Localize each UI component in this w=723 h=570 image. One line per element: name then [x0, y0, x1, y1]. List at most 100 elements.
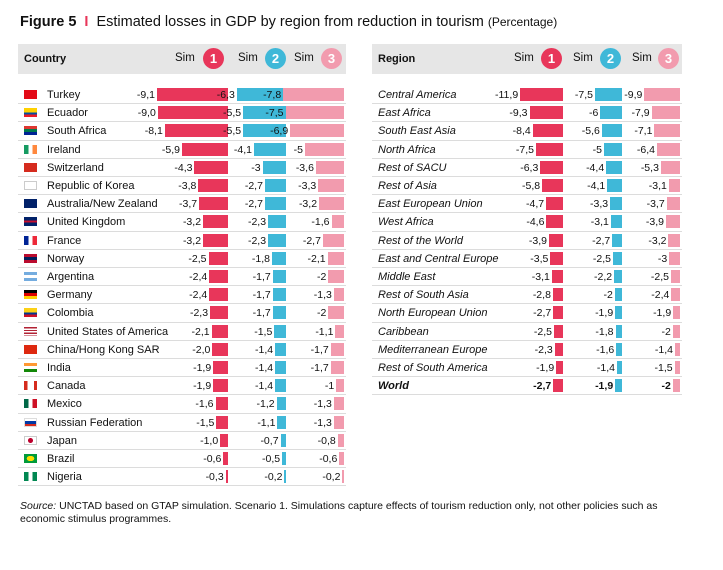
- region-row-sim2-bar: [610, 215, 622, 229]
- country-row-name: China/Hong Kong SAR: [47, 343, 160, 356]
- country-row-row-divider: [18, 212, 346, 214]
- country-row-sim1-value: -9,0: [137, 107, 156, 120]
- country-row-sim1-bar: [198, 179, 228, 192]
- country-row-name: Japan: [47, 434, 77, 447]
- country-row-sim3-value: -0,6: [319, 453, 338, 465]
- title-separator: I: [84, 14, 89, 30]
- country-row-sim1-value: -1,5: [196, 416, 215, 429]
- country-row-sim1-value: -8,1: [144, 125, 163, 138]
- country-row-sim3-value: -1,1: [315, 325, 334, 338]
- left-sim2-badge: 2: [265, 48, 286, 69]
- region-row-sim3-value: -3,7: [646, 198, 665, 211]
- region-row-name: Rest of South America: [378, 362, 488, 374]
- country-row-sim3-value: -5: [293, 143, 303, 156]
- region-row-sim1-value: -2,3: [534, 343, 553, 356]
- region-row-sim1-bar: [554, 342, 563, 356]
- germany-flag-icon: [24, 290, 37, 300]
- region-row-sim3-bar: [651, 106, 680, 120]
- country-row-sim2-bar: [272, 270, 286, 283]
- country-row-sim2-bar: [280, 433, 286, 447]
- country-row-sim1-bar: [209, 288, 228, 302]
- country-row-sim2-value: -2,3: [247, 216, 267, 229]
- region-row-sim2-bar: [615, 324, 622, 338]
- country-row-sim2-value: -1,4: [254, 362, 274, 374]
- country-row-name: Mexico: [47, 398, 82, 411]
- country-row-sim2-value: -1,5: [254, 325, 273, 338]
- country-row-sim3-bar: [330, 342, 344, 356]
- region-row-sim1-bar: [520, 88, 563, 101]
- ecuador-flag-icon: [24, 108, 37, 118]
- country-row-sim1-value: -2,1: [191, 325, 210, 338]
- region-row-sim3-value: -7,9: [631, 107, 650, 120]
- country-row-sim1-bar: [213, 361, 228, 374]
- region-row-sim2-bar: [615, 306, 622, 320]
- country-row-sim1-value: -2,3: [189, 307, 209, 320]
- country-row-sim3-bar: [315, 160, 344, 174]
- region-row-name: Rest of Asia: [378, 180, 437, 192]
- country-row-sim1-value: -9,1: [136, 89, 156, 101]
- country-row-row-divider: [18, 485, 346, 487]
- region-row-name: South East Asia: [378, 125, 456, 138]
- country-row-sim1-value: -1,6: [195, 398, 214, 411]
- region-row-sim2-value: -3,3: [590, 198, 609, 211]
- region-row-sim1-bar: [546, 197, 563, 211]
- country-row-sim1-value: -0,3: [205, 471, 224, 484]
- left-header-band: [18, 44, 346, 74]
- country-row-name: Ireland: [47, 143, 81, 156]
- country-row-sim1-value: -3,2: [182, 234, 202, 247]
- country-row-sim3-bar: [322, 233, 344, 247]
- country-row-sim3-bar: [328, 270, 344, 283]
- country-row-sim2-value: -1,4: [254, 380, 274, 393]
- region-row-sim3-value: -7,1: [634, 125, 653, 138]
- country-row-sim2-bar: [276, 397, 286, 411]
- region-row-sim3-value: -1,4: [654, 343, 673, 356]
- country-row-sim1-bar: [212, 342, 228, 356]
- country-row-sim3-value: -7,8: [263, 89, 282, 101]
- country-row-sim3-bar: [290, 124, 344, 138]
- region-row-sim3-bar: [654, 124, 680, 138]
- country-row-name: United Kingdom: [47, 216, 126, 229]
- country-row-sim2-value: -1,7: [252, 271, 271, 283]
- country-row-sim3-bar: [330, 361, 344, 374]
- country-row-sim1-value: -1,0: [200, 434, 219, 447]
- country-row-name: Ecuador: [47, 107, 88, 120]
- country-row-sim3-bar: [337, 433, 344, 447]
- country-row-sim1-value: -2,5: [188, 252, 207, 265]
- country-row-sim1-value: -3,7: [179, 198, 198, 211]
- region-row-name: North Africa: [378, 143, 436, 156]
- country-row-sim3-value: -3,3: [298, 180, 317, 192]
- region-row-sim3-bar: [674, 361, 680, 374]
- region-row-sim2-bar: [607, 179, 622, 192]
- region-row-row-divider: [372, 321, 682, 323]
- region-row-sim1-bar: [529, 106, 563, 120]
- region-row-sim1-value: -11,9: [495, 89, 519, 101]
- country-row-row-divider: [18, 248, 346, 250]
- right-sim1-badge: 1: [541, 48, 562, 69]
- country-row-sim3-bar: [331, 215, 344, 229]
- region-row-sim1-value: -9,3: [509, 107, 528, 120]
- country-row-sim1-bar: [223, 452, 228, 465]
- region-row-sim3-bar: [674, 342, 680, 356]
- country-row-sim3-value: -6,9: [270, 125, 289, 138]
- region-row-sim2-value: -5,6: [581, 125, 600, 138]
- country-row-sim2-value: -1,4: [254, 343, 274, 356]
- country-row-sim1-value: -3,2: [182, 216, 202, 229]
- country-row-row-divider: [18, 394, 346, 396]
- country-row-row-divider: [18, 358, 346, 359]
- country-row-sim3-value: -2: [317, 271, 327, 283]
- region-row-sim3-bar: [672, 379, 680, 393]
- region-row-sim1-value: -3,5: [530, 252, 549, 265]
- region-row-sim1-value: -2,5: [533, 325, 552, 338]
- canada-flag-icon: [24, 381, 37, 391]
- country-row-name: France: [47, 234, 82, 247]
- region-row-name: Middle East: [378, 271, 436, 283]
- country-row-sim1-bar: [211, 324, 228, 338]
- region-row-sim2-value: -1,9: [595, 380, 614, 393]
- region-row-sim3-value: -1,9: [653, 307, 672, 320]
- country-row-name: Australia/New Zealand: [47, 198, 158, 211]
- country-row-sim3-value: -3,2: [298, 198, 318, 211]
- country-row-sim2-value: -0,7: [260, 434, 279, 447]
- region-row-sim1-value: -2,7: [533, 380, 552, 393]
- country-column-header: Country: [24, 53, 67, 65]
- region-row-sim2-value: -2,2: [593, 271, 613, 283]
